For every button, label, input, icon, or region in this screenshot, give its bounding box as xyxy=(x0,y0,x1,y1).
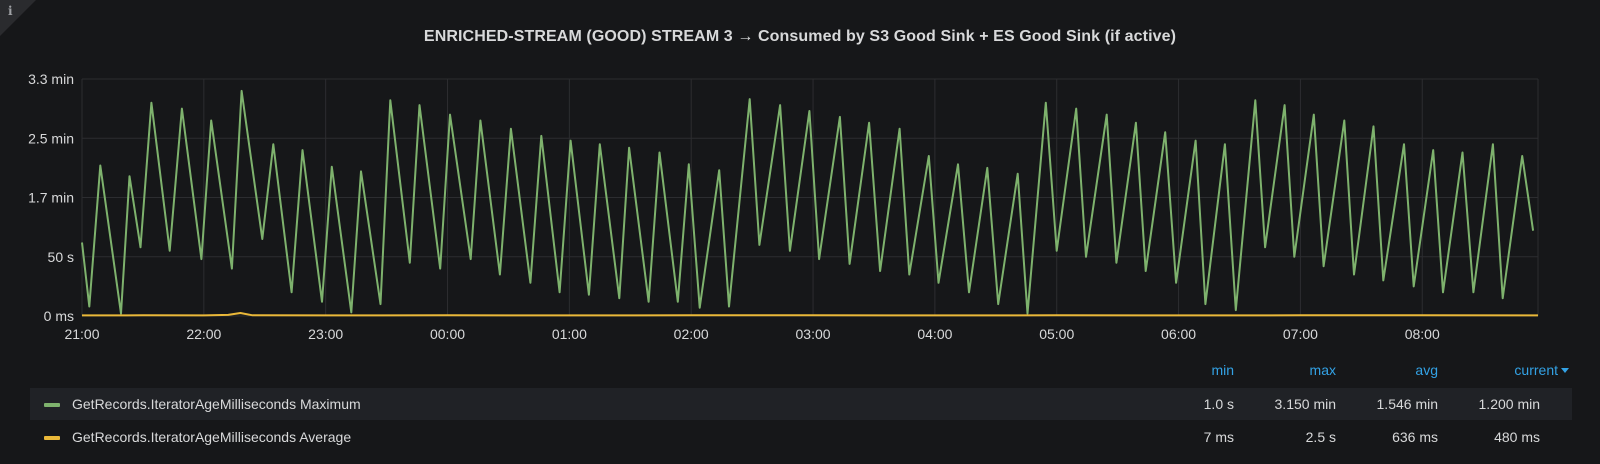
x-tick-label: 08:00 xyxy=(1405,326,1440,342)
legend-min-value: 1.0 s xyxy=(1203,396,1234,412)
sort-desc-icon[interactable] xyxy=(1561,368,1569,373)
x-tick-label: 00:00 xyxy=(430,326,465,342)
series-line xyxy=(81,89,1535,315)
x-tick-label: 05:00 xyxy=(1039,326,1074,342)
panel-title[interactable]: ENRICHED-STREAM (GOOD) STREAM 3 → Consum… xyxy=(423,28,1177,45)
series-line xyxy=(81,312,1539,317)
series-color-swatch[interactable] xyxy=(44,403,60,407)
x-tick-label: 21:00 xyxy=(64,326,99,342)
legend-row[interactable]: GetRecords.IteratorAgeMilliseconds Avera… xyxy=(30,421,1572,453)
line-chart[interactable]: 0 ms 50 s 1.7 min 2.5 min 3.3 min 21:00 22:00… xyxy=(0,0,1600,350)
x-axis-ticks: 21:00 22:00 23:00 00:00 01:00 02:00 03:00 04:00… xyxy=(64,326,1439,342)
x-tick-label: 22:00 xyxy=(186,326,221,342)
legend-header-avg[interactable]: avg xyxy=(1415,362,1438,378)
x-tick-label: 23:00 xyxy=(308,326,343,342)
panel-info-corner[interactable] xyxy=(0,0,36,36)
series-color-swatch[interactable] xyxy=(44,436,60,440)
legend-header-max[interactable]: max xyxy=(1309,362,1336,378)
y-tick-label: 50 s xyxy=(48,249,74,265)
legend-header-min[interactable]: min xyxy=(1211,362,1234,378)
info-icon[interactable]: i xyxy=(8,4,13,18)
legend-row[interactable]: GetRecords.IteratorAgeMilliseconds Maxim… xyxy=(30,388,1572,420)
y-tick-label: 3.3 min xyxy=(28,71,74,87)
y-tick-label: 0 ms xyxy=(44,308,74,324)
legend-series-name[interactable]: GetRecords.IteratorAgeMilliseconds Avera… xyxy=(72,429,352,445)
legend-series-name[interactable]: GetRecords.IteratorAgeMilliseconds Maxim… xyxy=(72,396,361,412)
legend-current-value: 480 ms xyxy=(1494,429,1540,445)
y-tick-label: 1.7 min xyxy=(28,190,74,206)
legend-current-value: 1.200 min xyxy=(1478,396,1540,412)
x-tick-label: 01:00 xyxy=(552,326,587,342)
legend-min-value: 7 ms xyxy=(1203,429,1234,445)
series-lines xyxy=(81,89,1539,317)
legend-max-value: 2.5 s xyxy=(1305,429,1336,445)
legend-max-value: 3.150 min xyxy=(1274,396,1336,412)
legend-avg-value: 636 ms xyxy=(1392,429,1438,445)
y-axis-ticks: 0 ms 50 s 1.7 min 2.5 min 3.3 min xyxy=(28,71,74,324)
legend-avg-value: 1.546 min xyxy=(1376,396,1438,412)
legend-header-current[interactable]: current xyxy=(1514,362,1558,378)
y-tick-label: 2.5 min xyxy=(28,130,74,146)
x-tick-label: 02:00 xyxy=(674,326,709,342)
x-tick-label: 07:00 xyxy=(1283,326,1318,342)
x-tick-label: 04:00 xyxy=(917,326,952,342)
x-tick-label: 03:00 xyxy=(796,326,831,342)
x-tick-label: 06:00 xyxy=(1161,326,1196,342)
